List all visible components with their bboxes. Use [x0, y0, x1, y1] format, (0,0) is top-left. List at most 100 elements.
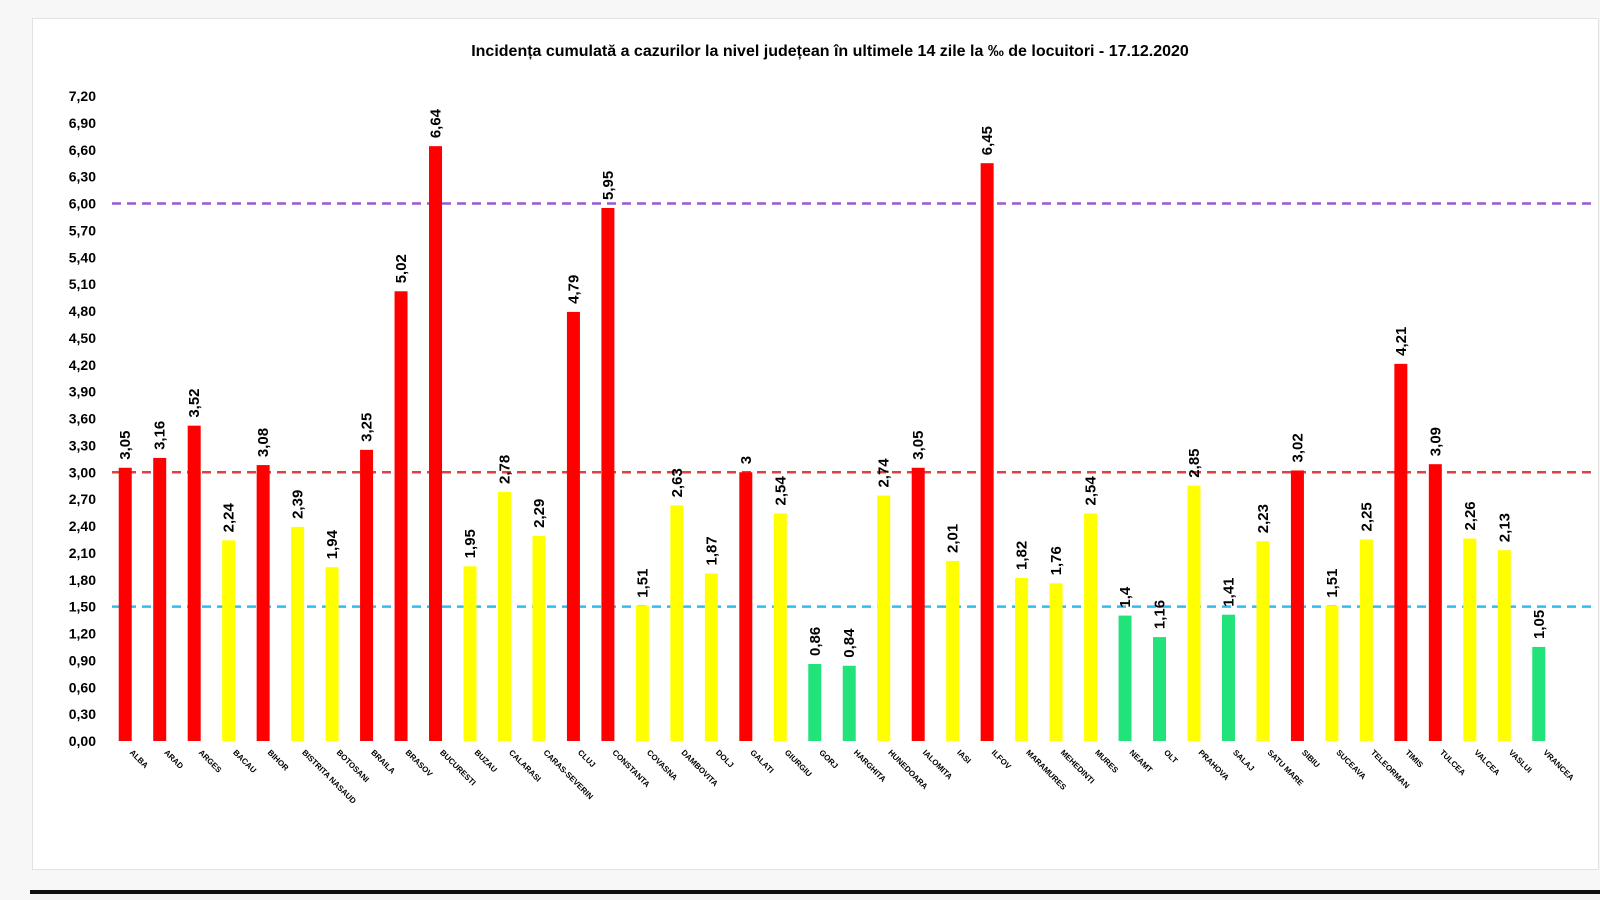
bar	[739, 472, 753, 741]
category-label: SALAJ	[1231, 748, 1256, 773]
bar	[946, 560, 960, 741]
value-label: 2,85	[1186, 448, 1203, 477]
category-label: BIHOR	[266, 748, 291, 773]
bar	[1256, 541, 1270, 741]
value-label: 4,21	[1393, 327, 1410, 356]
bar	[1153, 637, 1167, 741]
category-label: VRANCEA	[1541, 748, 1575, 782]
y-tick-label: 0,30	[69, 706, 96, 722]
value-label: 1,51	[634, 569, 651, 598]
category-label: NEAMT	[1128, 748, 1155, 775]
y-tick-label: 5,10	[69, 276, 96, 292]
bar	[670, 505, 684, 741]
threshold-lines	[112, 202, 1597, 608]
value-label: 3,02	[1289, 433, 1306, 462]
value-label: 5,95	[600, 171, 617, 200]
value-label: 3,52	[186, 388, 203, 417]
bar	[704, 573, 718, 741]
category-label: GIURGIU	[783, 748, 814, 779]
bar	[1532, 646, 1546, 741]
category-label: ILFOV	[990, 748, 1013, 771]
bar	[1394, 363, 1408, 741]
bar	[1463, 538, 1477, 741]
bar	[1015, 577, 1029, 741]
bar	[360, 449, 374, 741]
value-label: 1,05	[1531, 610, 1548, 639]
y-tick-label: 2,10	[69, 545, 96, 561]
category-label: DOLJ	[714, 748, 735, 769]
y-tick-label: 5,70	[69, 222, 96, 238]
category-label: ALBA	[128, 748, 150, 770]
category-label: ARAD	[162, 748, 185, 771]
value-label: 1,51	[1324, 569, 1341, 598]
bar	[566, 311, 580, 741]
chart-title: Incidența cumulată a cazurilor la nivel …	[471, 43, 1189, 60]
value-label: 1,16	[1152, 600, 1169, 629]
category-label: OLT	[1162, 748, 1179, 765]
bar	[118, 467, 132, 741]
value-label: 4,79	[565, 275, 582, 304]
bar	[1290, 470, 1304, 741]
category-label: BOTOSANI	[335, 748, 371, 784]
bar	[463, 566, 477, 741]
bar	[1497, 550, 1511, 741]
y-tick-label: 1,20	[69, 626, 96, 642]
value-label: 2,24	[221, 502, 238, 532]
bottom-rule	[30, 890, 1600, 894]
category-label: COVASNA	[645, 748, 679, 782]
category-label: VALCEA	[1472, 748, 1501, 777]
x-axis: ALBA ARAD ARGES BACAU BIHOR BISTRITA NASAUDBO…	[128, 748, 1576, 806]
y-tick-label: 1,80	[69, 572, 96, 588]
y-tick-label: 0,60	[69, 679, 96, 695]
category-label: TIMIS	[1403, 748, 1425, 770]
category-label: GALATI	[748, 748, 775, 775]
bar	[601, 207, 615, 741]
category-label: BRASOV	[404, 748, 435, 779]
category-label: MURES	[1093, 748, 1120, 775]
value-label: 3,05	[910, 431, 927, 460]
value-label: 0,86	[807, 627, 824, 656]
y-axis: 0,00 0,30 0,60 0,90 1,20 1,50 1,80 2,10 2,40 2,70…	[69, 88, 96, 749]
value-label: 1,82	[1014, 541, 1031, 570]
bar	[291, 526, 305, 741]
bar	[153, 457, 167, 741]
category-label: IALOMITA	[921, 748, 954, 781]
bar	[1118, 615, 1132, 741]
category-label: SIBIU	[1300, 748, 1322, 770]
category-label: ARGES	[197, 748, 224, 775]
category-label: BACAU	[231, 748, 258, 775]
category-label: HARGHITA	[852, 748, 888, 784]
bar	[773, 513, 787, 741]
value-label: 3,05	[117, 431, 134, 460]
value-label: 2,63	[669, 468, 686, 497]
bar	[877, 495, 891, 741]
value-labels: 3,05 3,16 3,52 2,24 3,08 2,39 1,94 3,25 5,02 6,64…	[117, 108, 1548, 657]
bar	[1049, 583, 1063, 741]
value-label: 2,54	[1083, 476, 1100, 506]
bar	[911, 467, 925, 741]
value-label: 1,4	[1117, 586, 1134, 608]
category-label: CLUJ	[576, 748, 597, 769]
bar	[980, 163, 994, 741]
y-tick-label: 3,30	[69, 437, 96, 453]
value-label: 2,01	[945, 524, 962, 553]
category-label: BUZAU	[473, 748, 499, 774]
value-label: 3,25	[359, 413, 376, 442]
bar	[635, 605, 649, 741]
category-label: IASI	[955, 748, 972, 765]
value-label: 0,84	[841, 628, 858, 658]
category-label: TULCEA	[1438, 748, 1467, 777]
value-label: 3	[738, 456, 755, 464]
bar	[808, 663, 822, 741]
value-label: 2,13	[1496, 513, 1513, 542]
value-label: 2,74	[876, 458, 893, 488]
value-label: 2,29	[531, 499, 548, 528]
value-label: 2,26	[1462, 501, 1479, 530]
y-tick-label: 6,90	[69, 115, 96, 131]
y-tick-label: 4,80	[69, 303, 96, 319]
value-label: 2,23	[1255, 504, 1272, 533]
bar	[256, 465, 270, 741]
bar	[842, 665, 856, 741]
bar	[1359, 539, 1373, 741]
